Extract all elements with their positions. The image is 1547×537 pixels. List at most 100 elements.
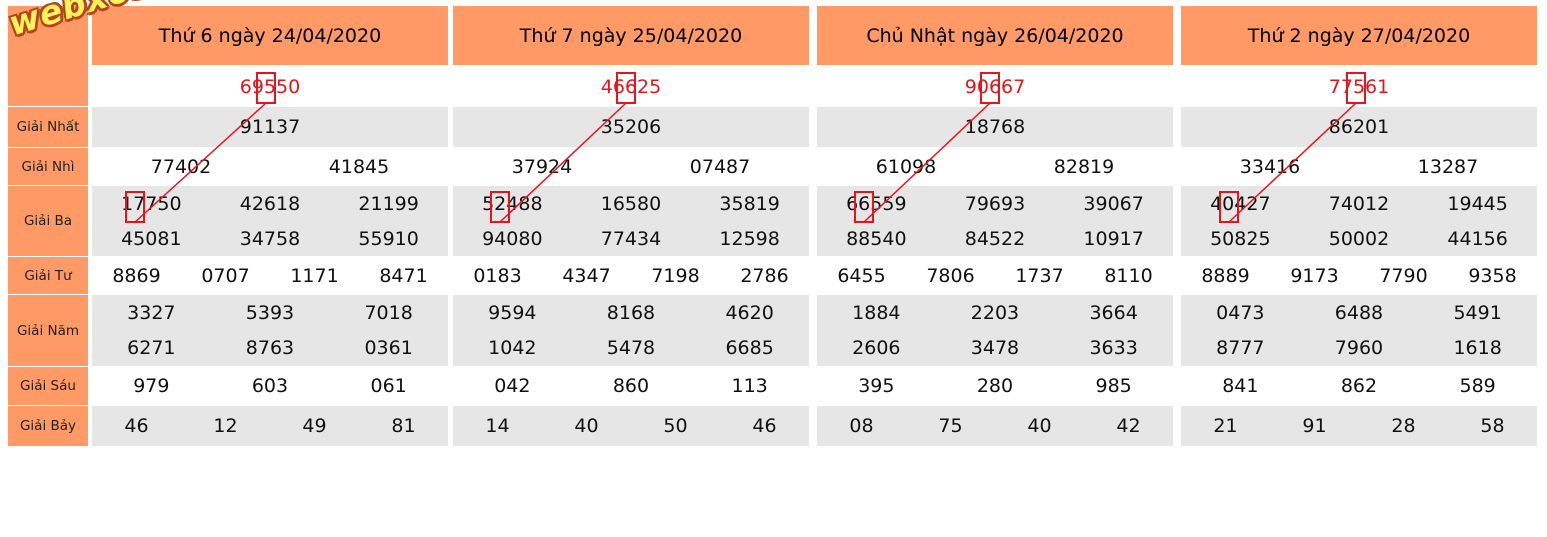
prize-number: 79693 [964,192,1026,215]
prize-number: 55910 [358,227,419,250]
prize-number: 5491 [1453,301,1502,324]
prize-number: 2786 [740,264,789,287]
prize-cell-g4: 0183 4347 7198 2786 [453,257,809,294]
prize-number: 841 [1222,375,1259,397]
prize-number: 0707 [201,264,250,287]
prize-number: 1884 [852,301,901,324]
prize-number: 16580 [600,192,662,215]
prize-cell-special: 77561 [1181,68,1537,106]
number-row: 0183 4347 7198 2786 [453,257,809,294]
prize-number: 42618 [239,192,301,215]
day-header: Chủ Nhật ngày 26/04/2020 [817,6,1173,65]
number-row: 40427 74012 19445 [1181,186,1537,221]
prize-cell-special: 69550 [92,68,448,106]
prize-label: Giải Nhì [8,148,88,185]
prize-cell-g4: 8869 0707 1171 8471 [92,257,448,294]
day-header: Thứ 7 ngày 25/04/2020 [453,6,809,65]
prize-number: 0361 [364,337,413,360]
number-row: 3327 5393 7018 [92,295,448,331]
number-row: 8869 0707 1171 8471 [92,257,448,294]
prize-label: Giải Bảy [8,406,88,446]
prize-number: 17750 [121,192,182,215]
number-row: 46625 [453,68,809,106]
prize-cell-g4: 8889 9173 7790 9358 [1181,257,1537,294]
prize-label: Giải Năm [8,295,88,366]
prize-number: 58 [1480,415,1505,437]
prize-number: 34758 [239,227,301,250]
prize-cell-g1: 18768 [817,107,1173,147]
prize-number: 46 [124,415,149,437]
prize-number: 12 [213,415,238,437]
prize-number: 8471 [379,264,428,287]
prize-cell-g5: 0473 6488 5491 8777 7960 1618 [1181,295,1537,366]
prize-number: 9173 [1290,264,1339,287]
prize-number: 042 [494,375,531,397]
number-row: 69550 [92,68,448,106]
number-row: 042 860 113 [453,367,809,405]
number-row: 91137 [92,107,448,147]
prize-cell-g6: 979 603 061 [92,367,448,405]
prize-number: 88540 [846,227,907,250]
label-column-header [8,6,88,106]
prize-cell-g2: 37924 07487 [453,148,809,185]
prize-number: 4620 [725,301,774,324]
number-row: 86201 [1181,107,1537,147]
prize-cell-g3: 40427 74012 19445 50825 50002 44156 [1181,186,1537,256]
prize-number: 75 [938,415,963,437]
number-row: 88540 84522 10917 [817,221,1173,256]
prize-number: 6455 [837,264,886,287]
prize-number: 603 [251,375,289,397]
prize-cell-g3: 66559 79693 39067 88540 84522 10917 [817,186,1173,256]
prize-number: 28 [1391,415,1416,437]
prize-number: 0473 [1216,301,1265,324]
day-header: Thứ 2 ngày 27/04/2020 [1181,6,1537,65]
prize-number: 61098 [875,155,937,178]
prize-number: 9358 [1468,264,1517,287]
number-row: 0473 6488 5491 [1181,295,1537,331]
prize-label: Giải Sáu [8,367,88,405]
prize-number: 49 [302,415,327,437]
prize-number: 10917 [1083,227,1144,250]
prize-cell-g5: 1884 2203 3664 2606 3478 3633 [817,295,1173,366]
number-row: 77561 [1181,68,1537,106]
prize-label: Giải Nhất [8,107,88,147]
number-row: 1042 5478 6685 [453,331,809,367]
prize-cell-g2: 61098 82819 [817,148,1173,185]
prize-number: 3664 [1089,301,1138,324]
prize-number: 77434 [600,227,662,250]
prize-number: 35819 [719,192,780,215]
prize-number: 86201 [1328,116,1390,138]
prize-number: 1042 [488,337,537,360]
prize-number: 84522 [964,227,1026,250]
prize-number: 8869 [112,264,161,287]
prize-number: 860 [612,375,650,397]
prize-number: 08 [849,415,874,437]
special-prize-number: 90667 [964,76,1026,98]
number-row: 45081 34758 55910 [92,221,448,256]
prize-number: 50 [663,415,688,437]
prize-cell-g6: 841 862 589 [1181,367,1537,405]
prize-number: 2203 [970,301,1020,324]
prize-number: 395 [858,375,895,397]
prize-number: 94080 [482,227,543,250]
prize-cell-g4: 6455 7806 1737 8110 [817,257,1173,294]
prize-number: 8168 [606,301,656,324]
prize-number: 39067 [1083,192,1144,215]
prize-number: 8110 [1104,264,1153,287]
prize-number: 14 [485,415,510,437]
number-row: 50825 50002 44156 [1181,221,1537,256]
prize-label: Giải Tư [8,257,88,294]
prize-cell-g1: 35206 [453,107,809,147]
number-row: 8889 9173 7790 9358 [1181,257,1537,294]
prize-cell-special: 90667 [817,68,1173,106]
prize-number: 8889 [1201,264,1250,287]
prize-cell-special: 46625 [453,68,809,106]
lottery-results-table: Giải Nhất Giải Nhì Giải Ba Giải Tư Giải Năm G… [8,6,1540,448]
number-row: 8777 7960 1618 [1181,331,1537,367]
number-row: 46 12 49 81 [92,406,448,446]
prize-cell-g2: 77402 41845 [92,148,448,185]
prize-cell-g6: 042 860 113 [453,367,809,405]
number-row: 77402 41845 [92,148,448,185]
prize-number: 0183 [473,264,522,287]
prize-number: 91 [1302,415,1327,437]
